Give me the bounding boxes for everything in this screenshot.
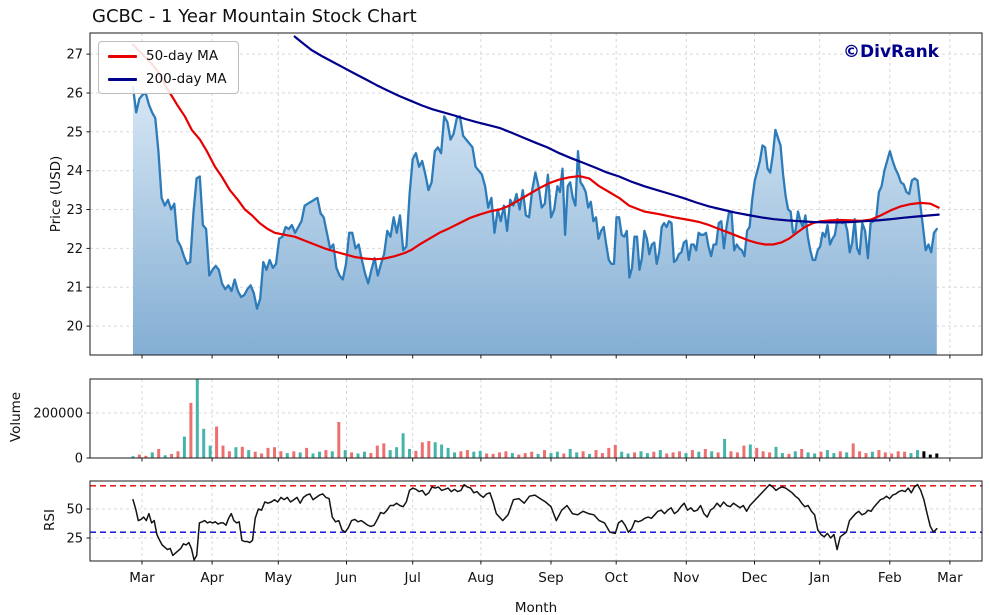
y-tick-label: 25	[66, 125, 83, 140]
price-area-fill	[133, 87, 937, 355]
month-label-nov: Nov	[673, 570, 699, 586]
volume-panel: 0 200000	[33, 378, 983, 467]
month-label-mar: Mar	[937, 570, 963, 586]
month-label-jan: Jan	[808, 570, 830, 586]
y-tick-label: 0	[75, 452, 83, 467]
y-tick-label: 26	[66, 87, 83, 102]
y-tick-label: 50	[66, 503, 83, 518]
watermark: ©DivRank	[843, 42, 939, 62]
month-label-mar: Mar	[129, 570, 155, 586]
month-label-dec: Dec	[741, 570, 767, 586]
month-label-oct: Oct	[605, 570, 628, 586]
y-tick-label: 200000	[33, 407, 83, 422]
rsi-line	[132, 483, 938, 561]
volume-axis-label: Volume	[8, 391, 24, 443]
legend-swatch-200day-ma	[108, 77, 137, 81]
month-axis-label: Month	[514, 600, 558, 615]
volume-bars	[131, 379, 939, 459]
200-day-ma-line	[293, 35, 940, 224]
month-label-jul: Jul	[404, 570, 421, 586]
y-tick-label: 24	[66, 164, 83, 179]
rsi-panel: 25 50	[66, 480, 983, 565]
price-axis-label: Price (USD)	[48, 155, 64, 233]
y-tick-label: 23	[66, 203, 83, 218]
month-label-jun: Jun	[335, 570, 357, 586]
y-tick-label: 25	[66, 532, 83, 547]
rsi-axis-label: RSI	[42, 509, 58, 531]
legend-item-50day-ma: 50-day MA	[108, 48, 227, 64]
month-label-aug: Aug	[468, 570, 494, 586]
month-label-may: May	[264, 570, 292, 586]
month-label-feb: Feb	[878, 570, 902, 586]
close-line	[131, 85, 938, 310]
legend-label-50day-ma: 50-day MA	[146, 48, 219, 64]
y-tick-label: 27	[66, 48, 83, 63]
50-day-ma-line	[131, 43, 940, 261]
month-label-apr: Apr	[200, 570, 224, 586]
legend: 50-day MA 200-day MA	[98, 41, 239, 94]
y-tick-label: 20	[66, 320, 83, 335]
month-tick-labels: Mar Apr May Jun Jul Aug Sep Oct Nov Dec Jan Feb Mar	[129, 570, 963, 586]
page-title: GCBC - 1 Year Mountain Stock Chart	[92, 6, 417, 27]
legend-item-200day-ma: 200-day MA	[108, 71, 227, 87]
y-tick-label: 22	[66, 242, 83, 257]
legend-label-200day-ma: 200-day MA	[146, 71, 227, 87]
price-panel: 20 21 22 23 24 25 26 27	[66, 32, 983, 359]
month-label-sep: Sep	[538, 570, 563, 586]
y-tick-label: 21	[66, 281, 83, 296]
legend-swatch-50day-ma	[108, 54, 137, 58]
